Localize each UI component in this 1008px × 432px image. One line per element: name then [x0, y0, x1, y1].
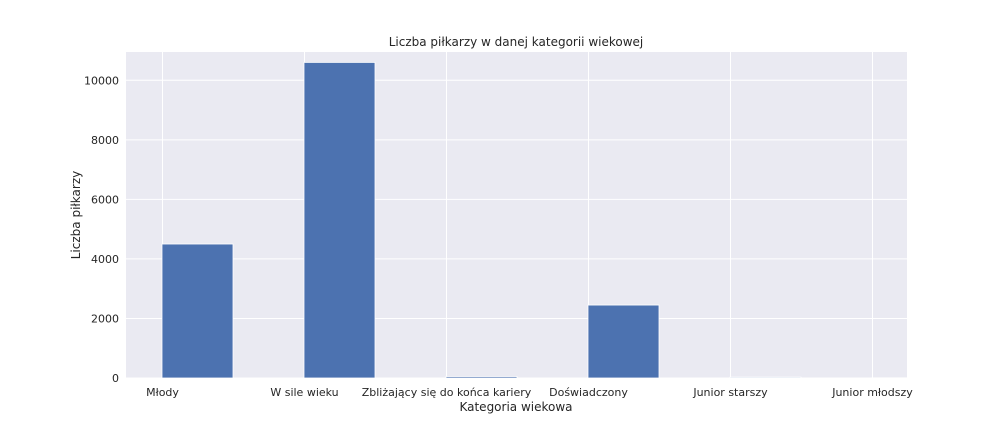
y-tick-label: 10000 [84, 74, 119, 87]
y-tick-label: 2000 [91, 312, 119, 325]
x-tick-label: Junior starszy [692, 386, 768, 399]
bar-0 [161, 243, 234, 379]
y-tick-labels: 0 2000 4000 6000 8000 10000 [84, 74, 119, 385]
x-tick-label: W sile wieku [270, 386, 338, 399]
y-tick-label: 0 [112, 372, 119, 385]
x-tick-label: Doświadczony [549, 386, 628, 399]
x-tick-labels: Młody W sile wieku Zbliżający się do końca… [146, 386, 913, 399]
y-tick-label: 4000 [91, 253, 119, 266]
y-tick-label: 8000 [91, 134, 119, 147]
bar-2 [445, 376, 518, 379]
x-tick-label: Zbliżający się do końca kariery [362, 386, 532, 399]
y-tick-label: 6000 [91, 193, 119, 206]
bar-1 [303, 62, 376, 379]
y-axis-title: Liczba piłkarzy [69, 171, 83, 260]
chart-title: Liczba piłkarzy w danej kategorii wiekow… [389, 35, 644, 49]
bars [161, 62, 944, 379]
bar-3 [587, 304, 660, 379]
bar-4 [729, 376, 802, 379]
x-tick-label: Junior młodszy [831, 386, 913, 399]
plot-area [126, 52, 907, 378]
x-axis-title: Kategoria wiekowa [459, 400, 572, 414]
x-tick-label: Młody [146, 386, 179, 399]
